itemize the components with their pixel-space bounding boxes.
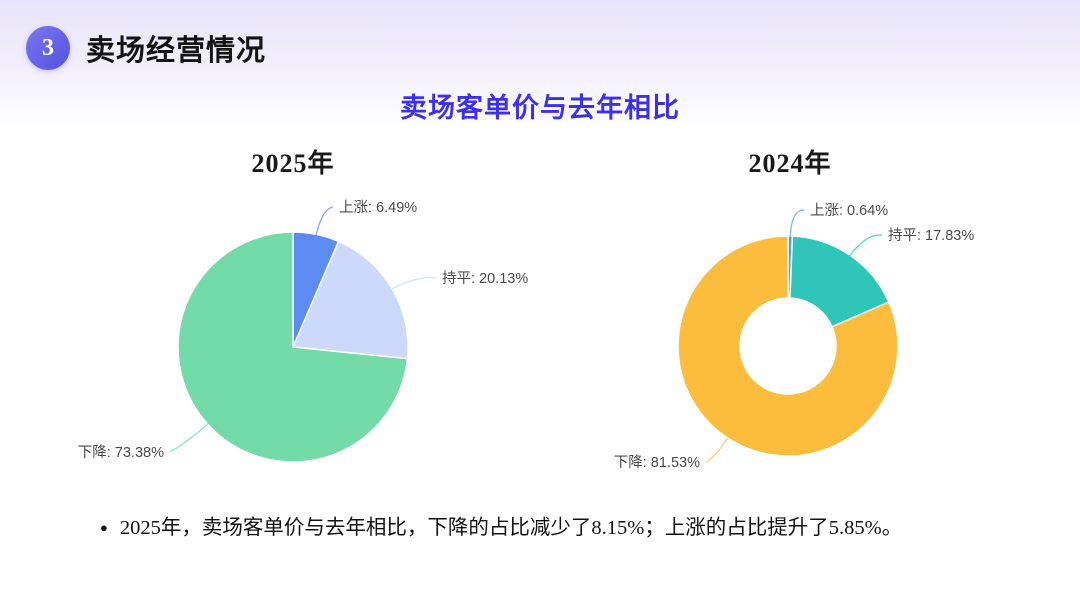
slide-header: 3 卖场经营情况 [26, 26, 266, 70]
label-leader-rise [789, 209, 805, 241]
label-leader-rise [314, 206, 334, 239]
pie-slice-decline [677, 235, 899, 457]
pie-slice-flat [789, 235, 890, 328]
donut-chart-2024: 上涨: 0.64%持平: 17.83% 下降: 81.53% [614, 202, 975, 471]
pie-chart-2025: 上涨: 6.49% 持平: 20.13% 下降: 73.38% [78, 199, 528, 463]
background-gradient [0, 0, 1080, 130]
section-number-badge: 3 [26, 26, 70, 70]
label-leader-decline [705, 434, 731, 463]
chart-main-title: 卖场客单价与去年相比 [400, 93, 680, 123]
section-title: 卖场经营情况 [86, 35, 267, 67]
label-leader-flat [388, 277, 437, 292]
slice-label-decline: 下降: 81.53% [614, 454, 700, 471]
label-leader-decline [169, 420, 212, 453]
chart-subtitle-2024: 2024年 [748, 149, 832, 178]
section-number: 3 [42, 34, 54, 61]
summary-text: 2025年，卖场客单价与去年相比，下降的占比减少了8.15%；上涨的占比提升了5… [119, 517, 903, 539]
slice-label-rise: 上涨: 0.64% [810, 202, 888, 219]
bullet-icon: ● [100, 520, 108, 535]
slice-label-rise: 上涨: 6.49% [339, 199, 417, 216]
slice-label-flat: 持平: 17.83% [888, 227, 974, 244]
slice-label-decline: 下降: 73.38% [78, 444, 164, 461]
slice-label-flat: 持平: 20.13% [442, 270, 528, 287]
label-leader-flat [847, 234, 883, 259]
chart-subtitle-2025: 2025年 [251, 149, 335, 178]
summary-bullet: ● 2025年，卖场客单价与去年相比，下降的占比减少了8.15%；上涨的占比提升… [100, 510, 1040, 540]
